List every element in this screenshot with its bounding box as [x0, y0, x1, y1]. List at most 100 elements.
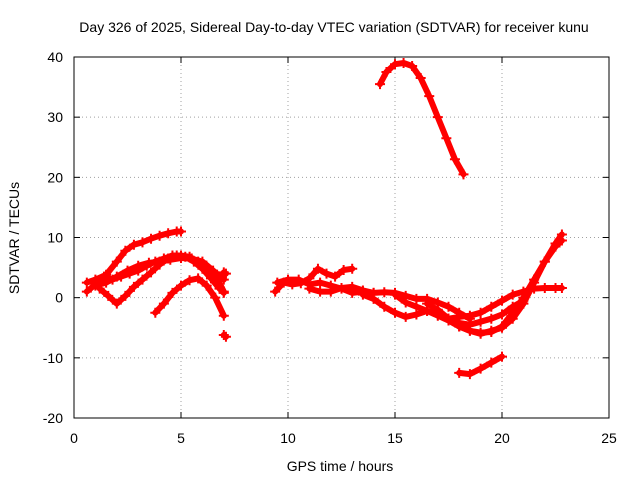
- data-point: [338, 264, 349, 275]
- data-point: [293, 274, 304, 285]
- data-point: [205, 273, 216, 284]
- data-point: [315, 286, 326, 297]
- x-tick-label: 10: [280, 430, 296, 446]
- data-point: [304, 283, 315, 294]
- data-point: [422, 298, 433, 309]
- data-point: [98, 271, 109, 282]
- data-point: [379, 287, 390, 298]
- data-point: [486, 326, 497, 337]
- series-s7: [218, 267, 231, 279]
- data-point: [171, 250, 182, 261]
- data-point: [486, 301, 497, 312]
- data-point: [111, 271, 122, 282]
- y-axis-label: SDTVAR / TECUs: [6, 182, 22, 294]
- data-point: [400, 311, 411, 322]
- data-point: [432, 304, 443, 315]
- data-point: [507, 307, 518, 318]
- data-point: [133, 260, 144, 271]
- data-point: [214, 283, 225, 294]
- series-s6: [218, 329, 231, 342]
- data-point: [529, 274, 540, 285]
- series-s15: [454, 351, 507, 380]
- data-point: [415, 73, 426, 84]
- data-point: [120, 245, 131, 256]
- data-point: [454, 311, 465, 322]
- data-point: [449, 154, 460, 165]
- data-point: [197, 263, 208, 274]
- data-point: [441, 133, 452, 144]
- data-point: [154, 259, 165, 270]
- data-point: [120, 290, 131, 301]
- y-tick-label: 20: [47, 169, 63, 185]
- data-point: [330, 271, 341, 282]
- data-point: [381, 67, 392, 78]
- data-point: [176, 226, 186, 237]
- data-point: [347, 263, 358, 274]
- data-point: [283, 274, 293, 285]
- data-point: [475, 327, 486, 338]
- data-point: [398, 58, 409, 69]
- data-point: [201, 280, 212, 291]
- data-point: [188, 256, 199, 267]
- data-point: [336, 283, 347, 294]
- data-point: [315, 277, 326, 288]
- data-point: [357, 289, 368, 300]
- data-point: [497, 295, 507, 306]
- data-point: [325, 286, 336, 297]
- y-tick-label: 30: [47, 109, 63, 125]
- data-point: [454, 367, 465, 378]
- data-point: [321, 268, 332, 279]
- series-s4: [94, 250, 229, 309]
- data-point: [464, 369, 475, 380]
- data-point: [464, 310, 475, 321]
- data-point: [497, 321, 507, 332]
- data-point: [272, 277, 283, 288]
- data-point: [146, 233, 157, 244]
- data-point: [368, 293, 379, 304]
- data-point: [556, 283, 567, 294]
- series-line: [306, 283, 473, 322]
- series-s14: [443, 283, 567, 324]
- data-point: [486, 313, 497, 324]
- data-series: [81, 58, 567, 380]
- data-point: [103, 290, 114, 301]
- data-point: [220, 331, 231, 342]
- data-point: [411, 293, 422, 304]
- data-point: [137, 274, 148, 285]
- data-point: [158, 298, 169, 309]
- data-point: [475, 307, 486, 318]
- data-point: [128, 239, 139, 250]
- data-point: [146, 267, 157, 278]
- data-point: [424, 91, 435, 102]
- data-point: [210, 292, 221, 303]
- x-tick-label: 5: [177, 430, 185, 446]
- data-point: [312, 263, 323, 274]
- data-point: [101, 277, 112, 288]
- x-tick-labels: 0 5 10 15 20 25: [70, 430, 617, 446]
- data-point: [375, 79, 386, 90]
- series-line: [392, 231, 565, 337]
- data-point: [507, 289, 518, 300]
- data-point: [163, 253, 174, 264]
- chart-title: Day 326 of 2025, Sidereal Day-to-day VTE…: [79, 19, 588, 35]
- data-point: [81, 277, 92, 288]
- data-point: [390, 289, 400, 300]
- data-point: [550, 241, 561, 252]
- data-point: [497, 309, 507, 320]
- data-point: [150, 307, 161, 318]
- data-point: [347, 281, 358, 292]
- data-point: [539, 256, 550, 267]
- x-axis-label: GPS time / hours: [287, 458, 394, 474]
- data-point: [111, 298, 122, 309]
- data-point: [411, 309, 422, 320]
- series-line: [377, 60, 467, 178]
- axis-ticks: [73, 56, 610, 419]
- data-point: [122, 265, 133, 276]
- series-line: [96, 252, 227, 307]
- series-s16: [375, 58, 469, 180]
- data-point: [390, 307, 400, 318]
- data-point: [167, 287, 178, 298]
- data-point: [218, 310, 229, 321]
- x-tick-label: 20: [494, 430, 510, 446]
